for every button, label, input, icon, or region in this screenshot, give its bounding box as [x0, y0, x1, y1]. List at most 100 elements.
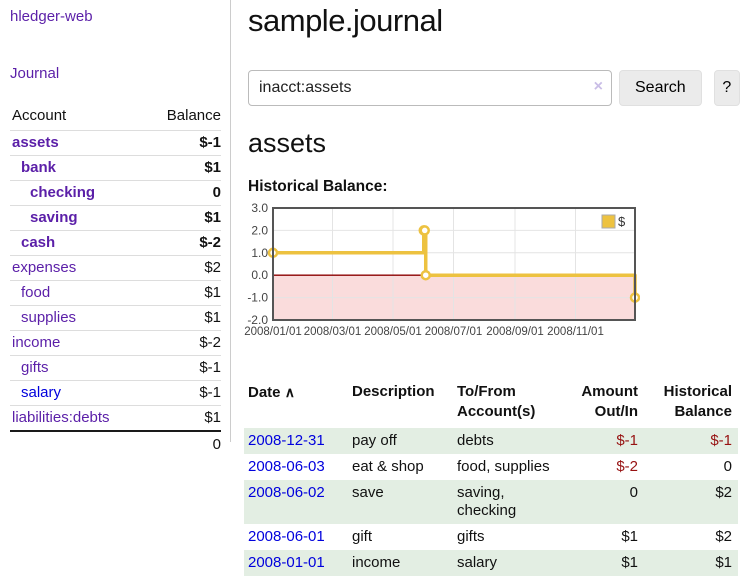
sidebar: hledger-web Journal Account Balance asse… — [0, 0, 231, 457]
app-title-link[interactable]: hledger-web — [10, 8, 93, 25]
account-link[interactable]: saving — [30, 209, 78, 226]
transaction-description-cell: eat & shop — [352, 458, 424, 475]
transaction-description-cell: pay off — [352, 432, 397, 449]
accounts-total-spacer — [10, 430, 145, 457]
transaction-amount-cell: $1 — [621, 528, 638, 545]
account-link[interactable]: expenses — [12, 259, 77, 276]
transaction-amount-cell: 0 — [629, 484, 638, 501]
register-table: Date ∧ Description To/From Account(s) Am… — [244, 378, 738, 576]
account-row: bank $1 — [10, 155, 221, 181]
svg-text:2008/03/01: 2008/03/01 — [304, 326, 362, 338]
account-row: expenses $2 — [10, 255, 221, 281]
transaction-date-link[interactable]: 2008-06-02 — [248, 484, 325, 501]
column-header-balance: Historical Balance — [663, 383, 732, 420]
svg-text:3.0: 3.0 — [251, 203, 268, 215]
accounts-header-row: Account Balance — [10, 103, 221, 131]
account-link[interactable]: bank — [21, 159, 57, 176]
main-content: sample.journal × Search ? assets Histori… — [244, 0, 740, 576]
column-header-amount: Amount Out/In — [581, 383, 638, 420]
transaction-accounts-cell: gifts — [457, 528, 485, 545]
account-balance: $2 — [204, 259, 221, 276]
clear-search-icon[interactable]: × — [593, 78, 603, 95]
transaction-date-cell: 2008-01-01 — [244, 550, 344, 576]
historical-balance-chart[interactable]: $3.0 2.0 1.0 0.0 -1.0 -2.0 2008/01/01 2008/03/0… — [244, 201, 740, 356]
svg-text:-2.0: -2.0 — [247, 313, 268, 327]
account-row: salary $-1 — [10, 380, 221, 406]
account-link[interactable]: food — [21, 284, 51, 301]
transaction-date-link[interactable]: 2008-01-01 — [248, 554, 325, 571]
transaction-accounts-cell: food, supplies — [457, 458, 550, 475]
register-row: 2008-12-31 pay off debts $-1 $-1 — [244, 428, 738, 454]
search-box: × — [248, 70, 612, 106]
transaction-date-cell: 2008-12-31 — [244, 428, 344, 454]
search-form: × Search ? — [248, 70, 740, 106]
accounts-total-value: 0 — [144, 430, 221, 457]
legend-swatch — [601, 214, 616, 229]
svg-text:2008/05/01: 2008/05/01 — [364, 326, 422, 338]
account-link[interactable]: cash — [21, 234, 56, 251]
account-balance: $-2 — [199, 234, 221, 251]
account-link[interactable]: salary — [21, 384, 62, 401]
transaction-accounts-cell: saving, checking — [457, 484, 517, 519]
account-balance: 0 — [212, 184, 221, 201]
register-row: 2008-06-03 eat & shop food, supplies $-2 0 — [244, 454, 738, 480]
svg-text:2008/09/01: 2008/09/01 — [486, 326, 544, 338]
chart-title: Historical Balance: — [248, 178, 388, 195]
column-header-accounts: To/From Account(s) — [457, 383, 536, 420]
transaction-balance-cell: $2 — [715, 528, 732, 545]
transaction-date-link[interactable]: 2008-06-01 — [248, 528, 325, 545]
sort-ascending-icon[interactable]: ∧ — [284, 384, 295, 400]
svg-text:-1.0: -1.0 — [247, 291, 268, 305]
account-balance: $1 — [204, 209, 221, 226]
account-link[interactable]: checking — [30, 184, 96, 201]
search-button[interactable]: Search — [619, 70, 702, 106]
svg-text:2008/01/01: 2008/01/01 — [244, 326, 302, 338]
transaction-amount-cell: $-1 — [616, 432, 638, 449]
account-link[interactable]: income — [12, 334, 61, 351]
svg-text:2008/07/01: 2008/07/01 — [425, 326, 483, 338]
account-balance: $1 — [204, 159, 221, 176]
account-balance: $-2 — [199, 334, 221, 351]
transaction-balance-cell: $1 — [715, 554, 732, 571]
account-row: cash $-2 — [10, 230, 221, 256]
transaction-date-cell: 2008-06-01 — [244, 524, 344, 550]
account-row: checking 0 — [10, 180, 221, 206]
accounts-header-balance: Balance — [166, 107, 221, 124]
page-title: sample.journal — [248, 3, 443, 38]
register-header-row: Date ∧ Description To/From Account(s) Am… — [244, 378, 738, 428]
transaction-description-cell: save — [352, 484, 384, 501]
account-balance: $1 — [204, 409, 221, 426]
account-balance: $1 — [204, 284, 221, 301]
account-balance: $-1 — [199, 134, 221, 151]
transaction-date-link[interactable]: 2008-06-03 — [248, 458, 325, 475]
account-row: gifts $-1 — [10, 355, 221, 381]
help-button[interactable]: ? — [713, 70, 740, 106]
account-link[interactable]: liabilities:debts — [12, 409, 110, 426]
svg-text:2.0: 2.0 — [251, 223, 268, 237]
account-balance: $-1 — [199, 359, 221, 376]
svg-text:$: $ — [618, 214, 626, 229]
transaction-date-link[interactable]: 2008-12-31 — [248, 432, 325, 449]
account-balance: $1 — [204, 309, 221, 326]
accounts-header-account: Account — [12, 107, 67, 124]
transaction-date-cell: 2008-06-02 — [244, 480, 344, 524]
search-input[interactable] — [248, 70, 612, 106]
account-link[interactable]: gifts — [21, 359, 49, 376]
account-balance: $-1 — [199, 384, 221, 401]
account-row: income $-2 — [10, 330, 221, 356]
sidebar-nav: Journal — [10, 65, 221, 83]
register-row: 2008-06-02 save saving, checking 0 $2 — [244, 480, 738, 524]
transaction-description-cell: gift — [352, 528, 373, 545]
transaction-date-cell: 2008-06-03 — [244, 454, 344, 480]
account-row: assets $-1 — [10, 130, 221, 156]
accounts-total-row: 0 — [10, 430, 221, 457]
transaction-amount-cell: $1 — [621, 554, 638, 571]
account-row: supplies $1 — [10, 305, 221, 331]
transaction-amount-cell: $-2 — [616, 458, 638, 475]
account-heading: assets — [248, 128, 327, 158]
sidebar-item-journal[interactable]: Journal — [10, 65, 60, 82]
column-header-date[interactable]: Date ∧ — [248, 384, 295, 401]
account-link[interactable]: assets — [12, 134, 59, 151]
account-link[interactable]: supplies — [21, 309, 77, 326]
svg-text:0.0: 0.0 — [251, 268, 268, 282]
